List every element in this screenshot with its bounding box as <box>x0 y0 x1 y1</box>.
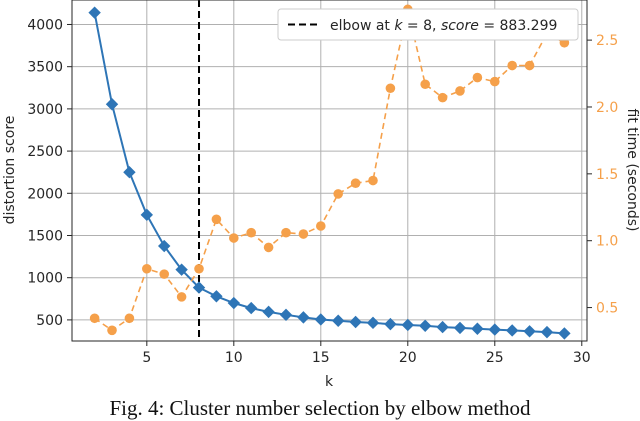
distortion-point <box>436 320 449 334</box>
legend-box <box>277 8 579 41</box>
legend-k: k <box>394 18 403 34</box>
fit-time-point <box>507 60 517 71</box>
y-tick-label: 4000 <box>27 17 63 33</box>
distortion-point <box>331 314 345 327</box>
figure-caption: Fig. 4: Cluster number selection by elbo… <box>109 396 531 420</box>
fit-time-point <box>385 83 396 94</box>
y-tick-label: 1500 <box>27 228 63 244</box>
y2-axis-label: fit time (seconds) <box>624 109 640 232</box>
fit-time-point <box>263 242 274 253</box>
distortion-point <box>523 325 536 338</box>
y2-tick-label: 1.0 <box>596 234 618 250</box>
plot-frame <box>71 0 588 342</box>
y2-tick-label: 0.5 <box>596 301 618 317</box>
fit-time-point <box>437 92 448 103</box>
fit-time-point <box>246 227 257 238</box>
distortion-point <box>105 98 119 111</box>
fit-time-point <box>211 214 222 225</box>
distortion-point <box>88 6 101 19</box>
fit-time-point <box>142 263 152 274</box>
fit-time-point <box>298 229 309 239</box>
y-tick-label: 2000 <box>27 186 63 202</box>
distortion-point <box>488 323 501 336</box>
distortion-point <box>314 313 328 326</box>
distortion-line <box>93 12 565 335</box>
x-tick-label: 30 <box>573 350 591 366</box>
fit-time-point <box>229 233 239 243</box>
x-tick-label: 15 <box>312 350 330 366</box>
distortion-point <box>540 325 554 339</box>
distortion-point <box>453 321 467 335</box>
fit-time-point <box>89 313 100 324</box>
legend: elbow at k = 8, score = 883.299 <box>277 8 579 41</box>
fit-time-point <box>107 325 117 336</box>
distortion-point <box>123 165 136 179</box>
y2-tick-label: 2.0 <box>596 100 618 116</box>
y2-tick-label: 2.5 <box>596 33 618 49</box>
fit-time-point <box>281 227 291 238</box>
distortion-point <box>384 317 397 331</box>
distortion-point <box>418 319 432 333</box>
y-tick-label: 2500 <box>27 144 63 160</box>
fit-time-line <box>94 9 565 332</box>
legend-score: score <box>441 18 479 34</box>
x-tick-label: 20 <box>399 350 417 366</box>
fit-time-point <box>124 313 135 324</box>
distortion-point <box>297 311 310 324</box>
y2-axis-ticks: 0.5 1.0 1.5 2.0 2.5 <box>587 33 618 317</box>
legend-equals: = 8, <box>402 18 440 34</box>
distortion-point <box>262 305 275 319</box>
fit-time-point <box>472 72 483 83</box>
y-tick-label: 500 <box>36 313 63 329</box>
x-tick-label: 10 <box>225 350 243 366</box>
legend-label: elbow at k = 8, score = 883.299 <box>330 18 557 34</box>
fit-time-point <box>489 76 500 87</box>
legend-value: = 883.299 <box>479 18 558 34</box>
fit-time-point <box>316 221 326 231</box>
x-axis-label: k <box>325 374 334 390</box>
x-tick-label: 5 <box>142 350 151 366</box>
x-tick-label: 25 <box>486 350 504 366</box>
distortion-point <box>349 315 362 329</box>
distortion-point <box>505 324 519 337</box>
y-tick-label: 1000 <box>27 271 63 287</box>
distortion-point <box>140 208 154 222</box>
fit-time-point <box>194 263 204 274</box>
y-axis-ticks: 500 1000 1500 2000 2500 3000 3500 4000 <box>27 17 72 329</box>
distortion-point <box>175 263 188 276</box>
distortion-point <box>192 281 206 294</box>
fit-time-point <box>333 189 343 199</box>
distortion-point <box>279 308 293 322</box>
fit-time-point <box>176 292 187 302</box>
distortion-point <box>210 290 223 303</box>
fit-time-point <box>350 178 361 189</box>
fit-time-point <box>368 175 378 186</box>
y-axis-label: distortion score <box>2 116 18 225</box>
fit-time-point <box>159 269 170 279</box>
x-axis-ticks: 5 10 15 20 25 30 <box>142 341 591 366</box>
distortion-point <box>471 322 484 335</box>
fit-time-point <box>524 60 535 71</box>
y-tick-label: 3500 <box>27 60 63 76</box>
distortion-point <box>158 239 171 253</box>
distortion-point <box>366 316 380 330</box>
distortion-point <box>245 301 258 315</box>
legend-prefix: elbow at <box>330 18 394 34</box>
distortion-point <box>401 318 414 332</box>
distortion-point <box>558 327 571 340</box>
fit-time-point <box>420 79 430 90</box>
y-tick-label: 3000 <box>27 102 63 118</box>
distortion-point <box>227 296 241 310</box>
fit-time-point <box>455 86 465 96</box>
y2-tick-label: 1.5 <box>596 167 618 183</box>
